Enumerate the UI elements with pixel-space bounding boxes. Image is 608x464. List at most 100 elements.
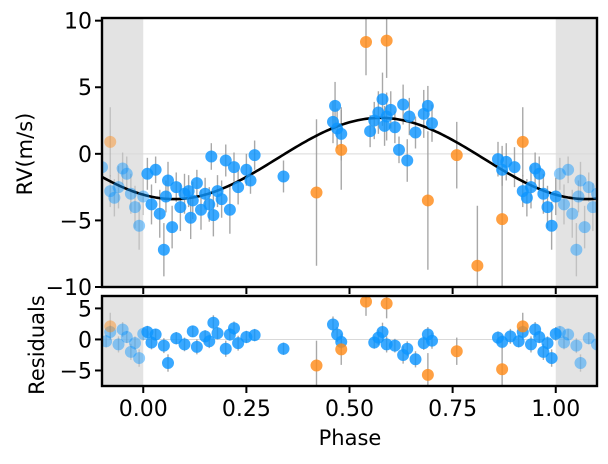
data-point-instrument-a-16 [232, 337, 245, 350]
shaded-region-0 [102, 296, 144, 386]
data-point-instrument-a-6-wrap [574, 174, 587, 187]
data-point-instrument-a-5 [159, 190, 172, 203]
data-point-instrument-a-58-wrap [120, 167, 133, 180]
data-point-instrument-a-6 [162, 174, 174, 187]
rv-panel: 10 5 0 −5 −10 [46, 10, 599, 301]
data-point-instrument-a-43 [541, 337, 554, 350]
data-point-instrument-b-5 [450, 149, 463, 162]
data-point-instrument-a-58 [533, 167, 546, 180]
y-tick-label-3: −5 [60, 209, 92, 234]
data-point-instrument-a-8 [170, 181, 183, 194]
data-point-instrument-a-16 [199, 187, 212, 200]
data-point-instrument-a-1-wrap [558, 198, 570, 211]
x-tick-label-1: 0.25 [222, 397, 271, 422]
data-point-instrument-a-3 [153, 207, 166, 220]
data-point-instrument-a-39-wrap [112, 338, 125, 351]
data-point-instrument-a-27 [244, 174, 257, 187]
data-point-instrument-b-7 [516, 320, 529, 333]
y-tick-label-0: 10 [64, 10, 92, 35]
data-point-instrument-a-41 [388, 121, 401, 134]
data-point-instrument-b-6 [496, 363, 509, 376]
data-point-instrument-a-11 [207, 316, 220, 329]
data-point-instrument-a-19 [277, 342, 290, 355]
data-point-instrument-a-1 [145, 198, 158, 211]
data-point-instrument-a-23 [223, 203, 236, 216]
data-point-instrument-a-49 [426, 117, 438, 130]
data-point-instrument-a-56-wrap [112, 181, 125, 194]
data-point-instrument-a-55-wrap [108, 191, 121, 204]
data-point-instrument-a-3-wrap [570, 339, 583, 352]
y-tick-label-1: 5 [78, 76, 92, 101]
data-point-instrument-a-45 [403, 110, 416, 123]
data-point-instrument-a-59-wrap [124, 187, 137, 200]
data-point-instrument-a-62-wrap [137, 190, 150, 203]
data-point-instrument-a-29 [277, 170, 290, 183]
data-point-instrument-a-55 [520, 191, 533, 204]
x-tick-label-3: 0.75 [428, 397, 477, 422]
data-point-instrument-b-7 [496, 213, 509, 226]
data-point-instrument-a-56 [525, 181, 537, 194]
plot-area [102, 296, 597, 386]
data-point-instrument-a-35 [496, 335, 509, 348]
data-point-instrument-b-2 [360, 296, 372, 308]
data-point-instrument-a-25 [232, 181, 245, 194]
data-point-instrument-a-48 [421, 99, 434, 112]
data-point-instrument-a-60-wrap [129, 201, 141, 214]
data-point-instrument-a-13 [186, 194, 199, 207]
data-point-instrument-a-22 [219, 154, 232, 167]
data-point-instrument-a-60 [541, 201, 554, 214]
data-point-instrument-a-7 [186, 325, 199, 338]
data-point-instrument-a-37 [376, 93, 389, 106]
data-point-instrument-a-27 [388, 339, 401, 352]
data-point-instrument-a-17 [203, 198, 216, 211]
data-point-instrument-a-39 [525, 338, 537, 351]
data-point-instrument-a-12 [211, 327, 224, 340]
data-point-instrument-a-61-wrap [133, 219, 146, 232]
data-point-instrument-b-8 [516, 135, 529, 148]
data-point-instrument-a-14 [190, 177, 203, 190]
data-point-instrument-a-41 [533, 330, 546, 343]
data-point-instrument-a-6-wrap [591, 338, 597, 351]
data-point-instrument-a-5-wrap [582, 332, 595, 345]
data-point-instrument-a-57-wrap [116, 162, 129, 175]
data-point-instrument-a-12 [184, 211, 197, 224]
data-point-instrument-a-42 [393, 143, 405, 156]
y-tick-label-2: −5 [60, 359, 92, 384]
data-point-instrument-a-53-wrap [102, 161, 108, 174]
data-point-instrument-a-18 [248, 329, 261, 342]
data-point-instrument-a-41-wrap [120, 330, 133, 343]
data-point-instrument-a-8-wrap [582, 181, 595, 194]
data-point-instrument-a-7-wrap [578, 221, 591, 234]
data-point-instrument-a-46 [409, 126, 422, 139]
data-point-instrument-a-9 [174, 201, 187, 214]
data-point-instrument-b-3 [380, 34, 393, 47]
data-point-instrument-a-0-wrap [553, 167, 566, 180]
data-point-instrument-b-4 [421, 194, 434, 207]
data-point-instrument-a-4-wrap [570, 243, 583, 256]
data-point-instrument-a-31 [329, 99, 342, 112]
data-point-instrument-a-24 [228, 161, 240, 174]
data-point-instrument-a-9-wrap [586, 201, 597, 214]
residuals-axis-label: Residuals [25, 295, 49, 395]
data-point-instrument-a-4 [157, 243, 170, 256]
data-point-instrument-a-28 [248, 149, 261, 162]
data-point-instrument-a-5 [170, 332, 183, 345]
y-tick-label-2: 0 [78, 143, 92, 168]
data-point-instrument-a-1-wrap [558, 336, 570, 349]
data-point-instrument-a-26 [240, 163, 253, 176]
data-point-instrument-a-40 [384, 103, 397, 116]
data-point-instrument-a-5-wrap [572, 190, 585, 203]
data-point-instrument-a-21 [215, 193, 228, 206]
shaded-region-1 [555, 18, 597, 287]
data-point-instrument-a-2-wrap [562, 328, 575, 341]
x-tick-label-2: 0.50 [325, 397, 374, 422]
data-point-instrument-a-18 [205, 150, 218, 163]
data-point-instrument-a-45 [549, 327, 562, 340]
rv-axis-label: RV(m/s) [13, 113, 37, 196]
x-tick-label-4: 1.00 [531, 397, 580, 422]
data-point-instrument-a-62 [549, 190, 562, 203]
axis-labels: RV(m/s) Residuals Phase [13, 113, 381, 450]
data-point-instrument-a-29 [401, 342, 414, 355]
data-point-instrument-a-3 [157, 339, 170, 352]
data-point-instrument-b-2 [360, 35, 372, 48]
